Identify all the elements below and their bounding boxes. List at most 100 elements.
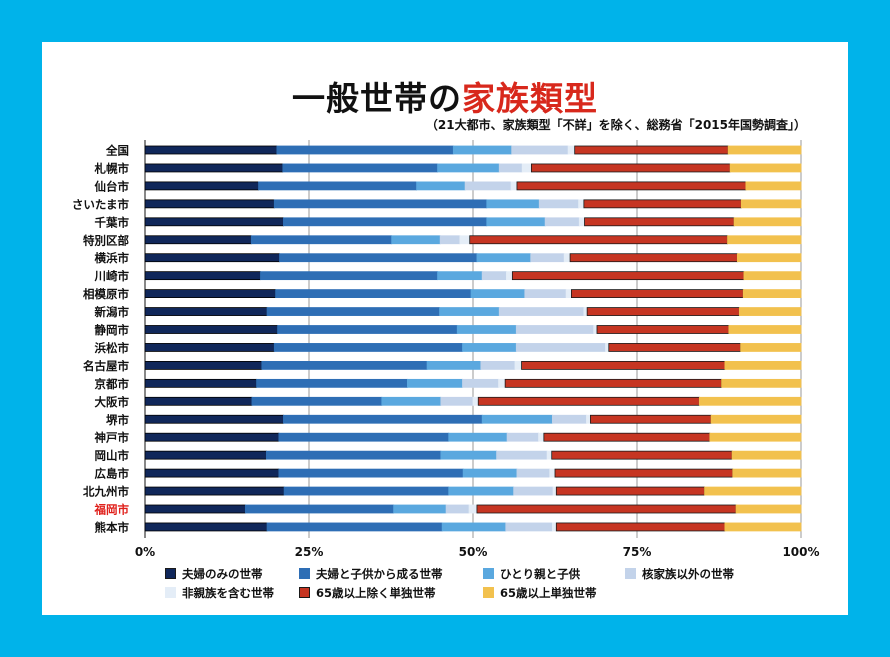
bar-segment	[469, 235, 728, 245]
bar-segment	[728, 325, 802, 334]
x-tick-label: 100%	[782, 545, 819, 559]
bar-segment	[416, 181, 466, 191]
bar-segment	[144, 145, 278, 155]
bar-segment	[448, 432, 508, 442]
bar-segment	[277, 325, 458, 334]
category-label: 横浜市	[95, 251, 130, 265]
bar-segment	[511, 145, 569, 155]
bar-segment	[144, 504, 246, 514]
bar-segment	[745, 181, 802, 191]
legend-label: 夫婦と子供から成る世帯	[316, 567, 443, 581]
bar-segment	[468, 504, 478, 514]
bar-segment	[521, 360, 726, 370]
bar-segment	[266, 522, 443, 532]
category-label: 全国	[105, 144, 129, 158]
bar-segment	[441, 522, 507, 532]
category-label: 相模原市	[83, 287, 129, 301]
bar-segment	[732, 468, 802, 478]
bar-segment	[144, 522, 268, 532]
bar-segment	[738, 307, 802, 316]
bar-segment	[710, 414, 802, 424]
bar-segment	[462, 343, 517, 352]
bar-segment	[144, 217, 284, 227]
title-prefix: 一般世帯の	[292, 79, 462, 118]
bar-segment	[144, 235, 252, 245]
bar-segment	[586, 307, 740, 316]
bar-segment	[476, 504, 737, 514]
bar-segment	[538, 199, 580, 209]
bar-segment	[261, 360, 428, 370]
bar-segment	[144, 343, 275, 352]
bar-segment	[481, 271, 507, 281]
bar-segment	[486, 217, 546, 227]
bar-segment	[279, 253, 478, 263]
bar-segment	[278, 432, 450, 442]
bar-segment	[481, 414, 553, 424]
legend-swatch	[299, 587, 310, 598]
category-label: 福岡市	[94, 503, 130, 517]
bar-segment	[283, 486, 450, 496]
bar-segment	[736, 253, 802, 263]
bar-segment	[721, 378, 802, 388]
bar-segment	[555, 486, 705, 496]
bar-segment	[735, 504, 802, 514]
bar-segment	[569, 253, 738, 263]
bar-segment	[596, 325, 730, 334]
category-label: 広島市	[95, 467, 130, 481]
category-label: 札幌市	[94, 161, 130, 175]
bar-segment	[144, 450, 267, 460]
bar-segment	[477, 396, 700, 406]
bar-segment	[563, 253, 571, 263]
bar-segment	[590, 414, 712, 424]
bar-segment	[510, 181, 518, 191]
bar-segment	[144, 307, 268, 316]
bar-segment	[144, 432, 280, 442]
bar-segment	[515, 325, 595, 334]
category-label: 岡山市	[95, 449, 130, 463]
x-tick-label: 0%	[135, 545, 155, 559]
bar-segment	[740, 199, 802, 209]
legend-label: ひとり親と子供	[500, 567, 581, 581]
bar-segment	[521, 163, 532, 173]
bar-segment	[144, 271, 261, 281]
bar-segment	[265, 450, 442, 460]
bar-segment	[144, 414, 284, 424]
bar-segment	[544, 217, 580, 227]
bar-segment	[144, 360, 263, 370]
category-label: 名古屋市	[83, 359, 129, 373]
legend-label: 65歳以上除く単独世帯	[316, 586, 436, 600]
category-label: 特別区部	[83, 233, 129, 247]
bar-segment	[724, 360, 802, 370]
bar-segment	[506, 432, 539, 442]
bar-segment	[426, 360, 482, 370]
legend-swatch	[165, 568, 176, 579]
bar-segment	[251, 396, 383, 406]
bar-segment	[250, 235, 393, 245]
bar-segment	[530, 253, 565, 263]
bar-segment	[552, 486, 557, 496]
bar-segment	[391, 235, 441, 245]
bar-segment	[266, 307, 440, 316]
bar-segment	[498, 163, 523, 173]
bar-segment	[456, 325, 517, 334]
category-label: 浜松市	[95, 341, 130, 355]
bar-segment	[608, 343, 742, 352]
bar-segment	[511, 271, 745, 281]
category-label: 北九州市	[83, 485, 129, 499]
bar-segment	[583, 307, 588, 316]
bar-segment	[144, 181, 259, 191]
bar-segment	[504, 378, 723, 388]
bar-segment	[437, 271, 483, 281]
bar-segment	[452, 145, 513, 155]
bar-segment	[583, 199, 742, 209]
bar-segment	[144, 468, 280, 478]
legend-label: 65歳以上単独世帯	[500, 586, 597, 600]
legend-label: 核家族以外の世帯	[642, 567, 734, 581]
x-tick-label: 25%	[295, 545, 324, 559]
legend-swatch	[483, 568, 494, 579]
category-label: 千葉市	[95, 215, 130, 229]
legend-item: 核家族以外の世帯	[625, 566, 734, 582]
bar-segment	[440, 396, 474, 406]
category-label: 熊本市	[95, 520, 130, 534]
bar-segment	[144, 253, 280, 263]
